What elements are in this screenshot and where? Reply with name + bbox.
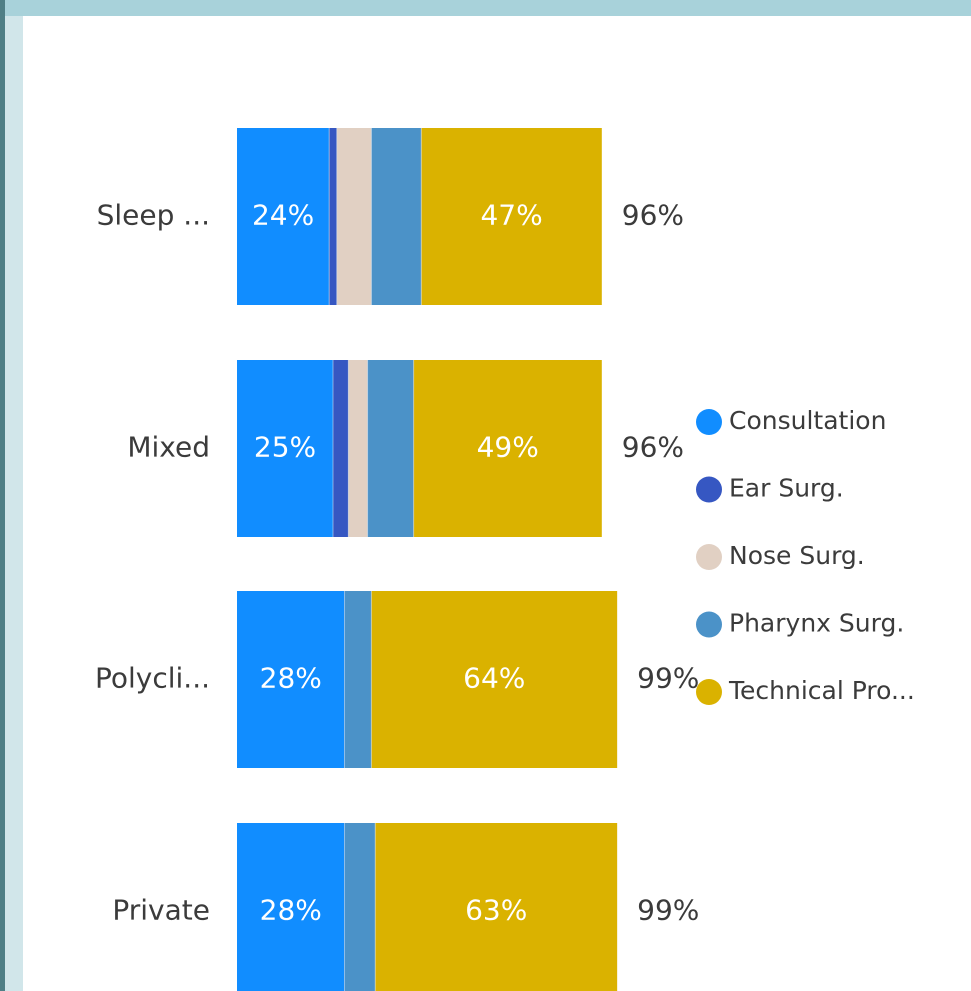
legend-item[interactable]: Technical Pro... bbox=[696, 676, 915, 705]
segment-separator bbox=[344, 823, 346, 991]
legend-label: Technical Pro... bbox=[728, 676, 915, 705]
total-label: 96% bbox=[622, 431, 684, 464]
bar-segment-technical-pro-0[interactable] bbox=[421, 128, 602, 305]
top-band bbox=[0, 0, 971, 16]
legend-marker bbox=[696, 544, 722, 570]
bar-segment-pharynx-surg-3[interactable] bbox=[344, 823, 376, 991]
legend[interactable]: Consultation Ear Surg. Nose Surg. Pharynx S… bbox=[696, 406, 915, 705]
bar-segment-consultation-1[interactable] bbox=[237, 360, 333, 537]
legend-marker bbox=[696, 476, 722, 503]
bar-segment-technical-pro-3[interactable] bbox=[375, 823, 618, 991]
left-rail bbox=[0, 0, 5, 991]
legend-item[interactable]: Consultation bbox=[696, 406, 886, 435]
segment-data-label: 28% bbox=[260, 894, 322, 927]
bar-segment-consultation-2[interactable] bbox=[237, 591, 345, 768]
legend-marker bbox=[696, 679, 722, 705]
category-label: Polycli... bbox=[95, 662, 210, 695]
segment-separator bbox=[413, 360, 415, 537]
segment-data-label: 25% bbox=[254, 431, 316, 464]
legend-label: Nose Surg. bbox=[729, 541, 865, 570]
segment-data-label: 24% bbox=[252, 199, 314, 232]
segment-separator bbox=[344, 591, 346, 768]
segment-separator bbox=[370, 128, 372, 305]
category-label: Mixed bbox=[127, 431, 210, 464]
bar-segment-nose-surg-1[interactable] bbox=[348, 360, 368, 537]
total-label: 99% bbox=[637, 662, 699, 695]
legend-marker bbox=[696, 409, 722, 435]
segment-data-label: 49% bbox=[477, 431, 539, 464]
segment-data-label: 47% bbox=[480, 199, 542, 232]
bars-layer bbox=[237, 128, 618, 991]
segment-separator bbox=[370, 591, 372, 768]
segment-data-label: 28% bbox=[260, 662, 322, 695]
bar-segment-technical-pro-2[interactable] bbox=[371, 591, 618, 768]
bar-segment-ear-surg-0[interactable] bbox=[329, 128, 337, 305]
bar-segment-ear-surg-1[interactable] bbox=[333, 360, 349, 537]
left-band bbox=[5, 16, 23, 991]
labels-layer: Sleep ... 96% Mixed 96% Polycli... 99% Private… bbox=[95, 199, 699, 927]
category-label: Private bbox=[112, 894, 210, 927]
bar-segment-nose-surg-0[interactable] bbox=[336, 128, 372, 305]
total-label: 96% bbox=[622, 199, 684, 232]
segment-separator bbox=[328, 128, 330, 305]
legend-marker bbox=[696, 611, 722, 638]
legend-label: Ear Surg. bbox=[729, 474, 844, 503]
legend-item[interactable]: Pharynx Surg. bbox=[696, 609, 904, 638]
category-label: Sleep ... bbox=[97, 199, 210, 232]
bar-segment-pharynx-surg-0[interactable] bbox=[371, 128, 422, 305]
legend-item[interactable]: Ear Surg. bbox=[696, 474, 844, 503]
segment-separator bbox=[347, 360, 349, 537]
segment-separator bbox=[367, 360, 369, 537]
segment-separator bbox=[336, 128, 338, 305]
bar-segment-technical-pro-1[interactable] bbox=[413, 360, 602, 537]
bar-segment-consultation-0[interactable] bbox=[237, 128, 330, 305]
segment-data-label: 64% bbox=[463, 662, 525, 695]
total-label: 99% bbox=[637, 894, 699, 927]
legend-item[interactable]: Nose Surg. bbox=[696, 541, 865, 570]
legend-label: Consultation bbox=[729, 406, 886, 435]
segment-separator bbox=[332, 360, 334, 537]
bar-segment-pharynx-surg-1[interactable] bbox=[367, 360, 414, 537]
segment-separator bbox=[420, 128, 422, 305]
segment-data-label: 63% bbox=[465, 894, 527, 927]
bar-segment-consultation-3[interactable] bbox=[237, 823, 345, 991]
bar-segment-pharynx-surg-2[interactable] bbox=[344, 591, 372, 768]
segment-separator bbox=[374, 823, 376, 991]
legend-label: Pharynx Surg. bbox=[729, 609, 904, 638]
